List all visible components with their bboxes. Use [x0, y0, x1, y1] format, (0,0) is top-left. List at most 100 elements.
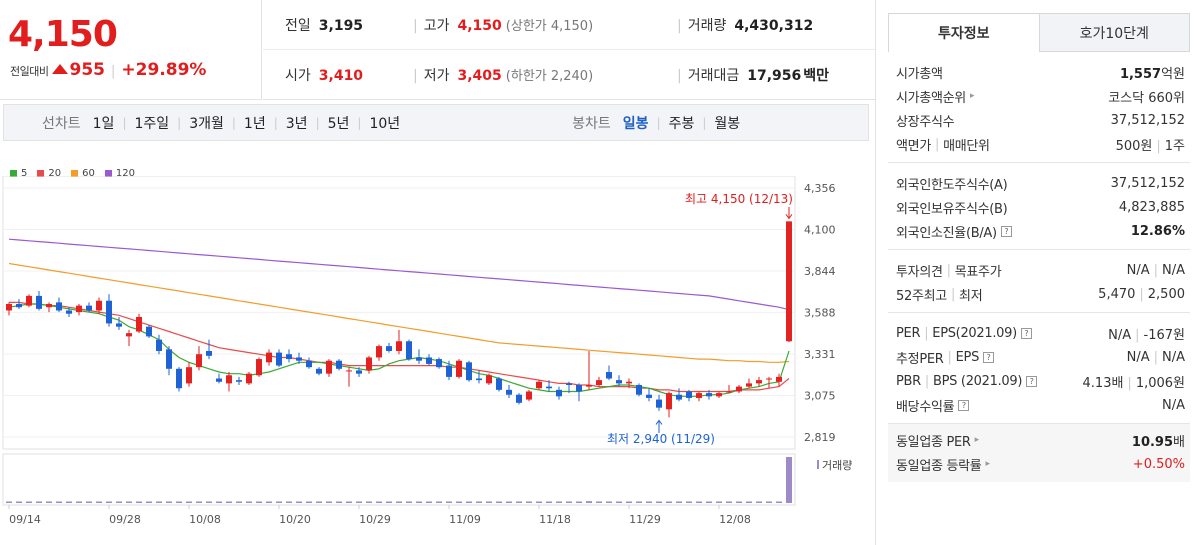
candle-body [556, 389, 562, 397]
volume-bar [286, 501, 292, 503]
candle-body [266, 352, 272, 363]
volume-bar [136, 501, 142, 503]
period-3m[interactable]: 3개월 [189, 115, 224, 132]
candle-body [536, 381, 542, 389]
period-5y[interactable]: 5년 [327, 115, 350, 132]
candle-body [56, 302, 62, 311]
legend-ma60: 60 [71, 168, 95, 179]
ma-legend: 5 20 60 120 [10, 168, 145, 179]
sector-per-label[interactable]: 동일업종 PER ▸ [896, 431, 979, 450]
candle-body [126, 333, 132, 337]
legend-label: 120 [115, 168, 135, 179]
candle-weekly[interactable]: 주봉 [668, 115, 695, 132]
change-label: 전일대비 [10, 65, 49, 78]
candle-monthly[interactable]: 월봉 [714, 115, 741, 132]
candle-body [496, 378, 502, 390]
est-per-value: N/A | N/A [1127, 350, 1185, 365]
open-label: 시가 [285, 68, 311, 84]
foreign-ownership-block: 외국인한도주식수(A) 37,512,152 외국인보유주식수(B) 4,823… [888, 163, 1190, 250]
candle-body [486, 375, 492, 384]
candle-body [356, 370, 362, 374]
volume-bar [266, 501, 272, 503]
candle-body [306, 360, 312, 368]
candle-body [726, 391, 732, 393]
legend-ma20: 20 [37, 168, 61, 179]
opinion-value-text: N/A [1126, 262, 1150, 278]
legend-swatch [71, 170, 79, 177]
market-cap-number: 1,557 [1119, 66, 1162, 82]
help-icon[interactable]: ? [1020, 327, 1032, 339]
volume-bar [386, 501, 392, 503]
candle-body [386, 346, 392, 351]
volume-bar [706, 501, 712, 503]
info-row: 시가총액순위 ▸ 코스닥 660위 [896, 84, 1185, 108]
foreign-limit-value: 37,512,152 [1110, 175, 1185, 191]
amount-value: 17,956 [747, 68, 802, 84]
target-price-label: 목표주가 [954, 264, 1002, 280]
candle-body [86, 305, 92, 311]
candle-body [366, 357, 372, 371]
candle-body [196, 354, 202, 368]
bps-value: 1,006원 [1135, 375, 1185, 391]
candlestick-chart[interactable]: 4,356 4,100 3,844 3,588 3,331 3,075 2,819 최고 4,… [0, 176, 875, 545]
period-1d[interactable]: 1일 [92, 115, 115, 132]
volume-bar [6, 501, 12, 503]
opinion-block: 투자의견 | 목표주가 N/A | N/A 52주최고 | 최저 5,470 | 2,500 [888, 250, 1190, 313]
divider: | [946, 262, 951, 278]
period-1w[interactable]: 1주일 [134, 115, 170, 132]
line-chart-label: 선차트 [42, 115, 81, 132]
volume-bar [326, 501, 332, 503]
tab-order-book[interactable]: 호가10단계 [1039, 13, 1190, 52]
opinion-label: 투자의견 | 목표주가 [896, 261, 1002, 280]
period-3y[interactable]: 3년 [285, 115, 308, 132]
volume-bar [746, 501, 752, 503]
candle-body [226, 375, 232, 384]
open-value: 3,410 [318, 68, 364, 84]
volume-bar [546, 501, 552, 503]
target-price-value: N/A [1162, 262, 1185, 278]
help-icon[interactable]: ? [958, 399, 970, 411]
volume-bar [606, 501, 612, 503]
help-icon[interactable]: ? [983, 351, 995, 363]
up-arrow-icon [52, 64, 69, 74]
listed-shares-value: 37,512,152 [1110, 112, 1185, 128]
divider: | [1153, 262, 1158, 278]
candle-daily[interactable]: 일봉 [622, 115, 649, 132]
low-arrow-head [655, 419, 663, 425]
trade-amount: | 거래대금 17,956 백만 [677, 65, 829, 85]
volume-info: | 거래량 4,430,312 [677, 15, 813, 35]
market-cap-rank-label[interactable]: 시가총액순위 ▸ [896, 87, 975, 106]
trade-unit-label: 매매단위 [943, 138, 990, 154]
period-1y[interactable]: 1년 [243, 115, 266, 132]
y-tick-label: 4,100 [804, 223, 836, 236]
x-tick-label: 10/20 [279, 513, 311, 526]
high-arrow-head [785, 214, 793, 220]
prev-close-label: 전일 [285, 17, 311, 34]
candle-body [296, 357, 302, 361]
volume-legend-swatch [817, 460, 819, 469]
info-row: 투자의견 | 목표주가 N/A | N/A [896, 258, 1185, 282]
current-price: 4,150 [8, 14, 118, 55]
help-icon[interactable]: ? [1026, 375, 1038, 387]
sector-change-label[interactable]: 동일업종 등락률 ▸ [896, 455, 990, 474]
candle-body [656, 399, 662, 408]
candle-body [746, 383, 752, 387]
est-per-label: 추정PER | EPS? [896, 348, 995, 367]
dividend-label: 배당수익률? [896, 396, 970, 415]
candle-body [646, 394, 652, 398]
volume-bar [586, 501, 592, 503]
market-cap-label: 시가총액 [896, 66, 943, 82]
par-value-value: 500원 | 1주 [1116, 135, 1185, 154]
low-value: 3,405 [457, 68, 502, 84]
est-per-value-text: N/A [1126, 349, 1150, 365]
x-tick-label: 11/09 [449, 513, 481, 526]
help-icon[interactable]: ? [1000, 225, 1012, 237]
volume-bar [346, 501, 352, 503]
divider: | [357, 115, 362, 130]
est-eps-label: EPS [955, 349, 980, 365]
tab-investment-info[interactable]: 투자정보 [888, 13, 1040, 52]
stock-chart-area: 4,150 전일대비 955 | +29.89% 전일 3,195 | 고가 4… [0, 0, 875, 545]
x-tick-label: 11/29 [629, 513, 661, 526]
foreign-holding-value: 4,823,885 [1118, 199, 1185, 215]
period-10y[interactable]: 10년 [369, 115, 401, 132]
